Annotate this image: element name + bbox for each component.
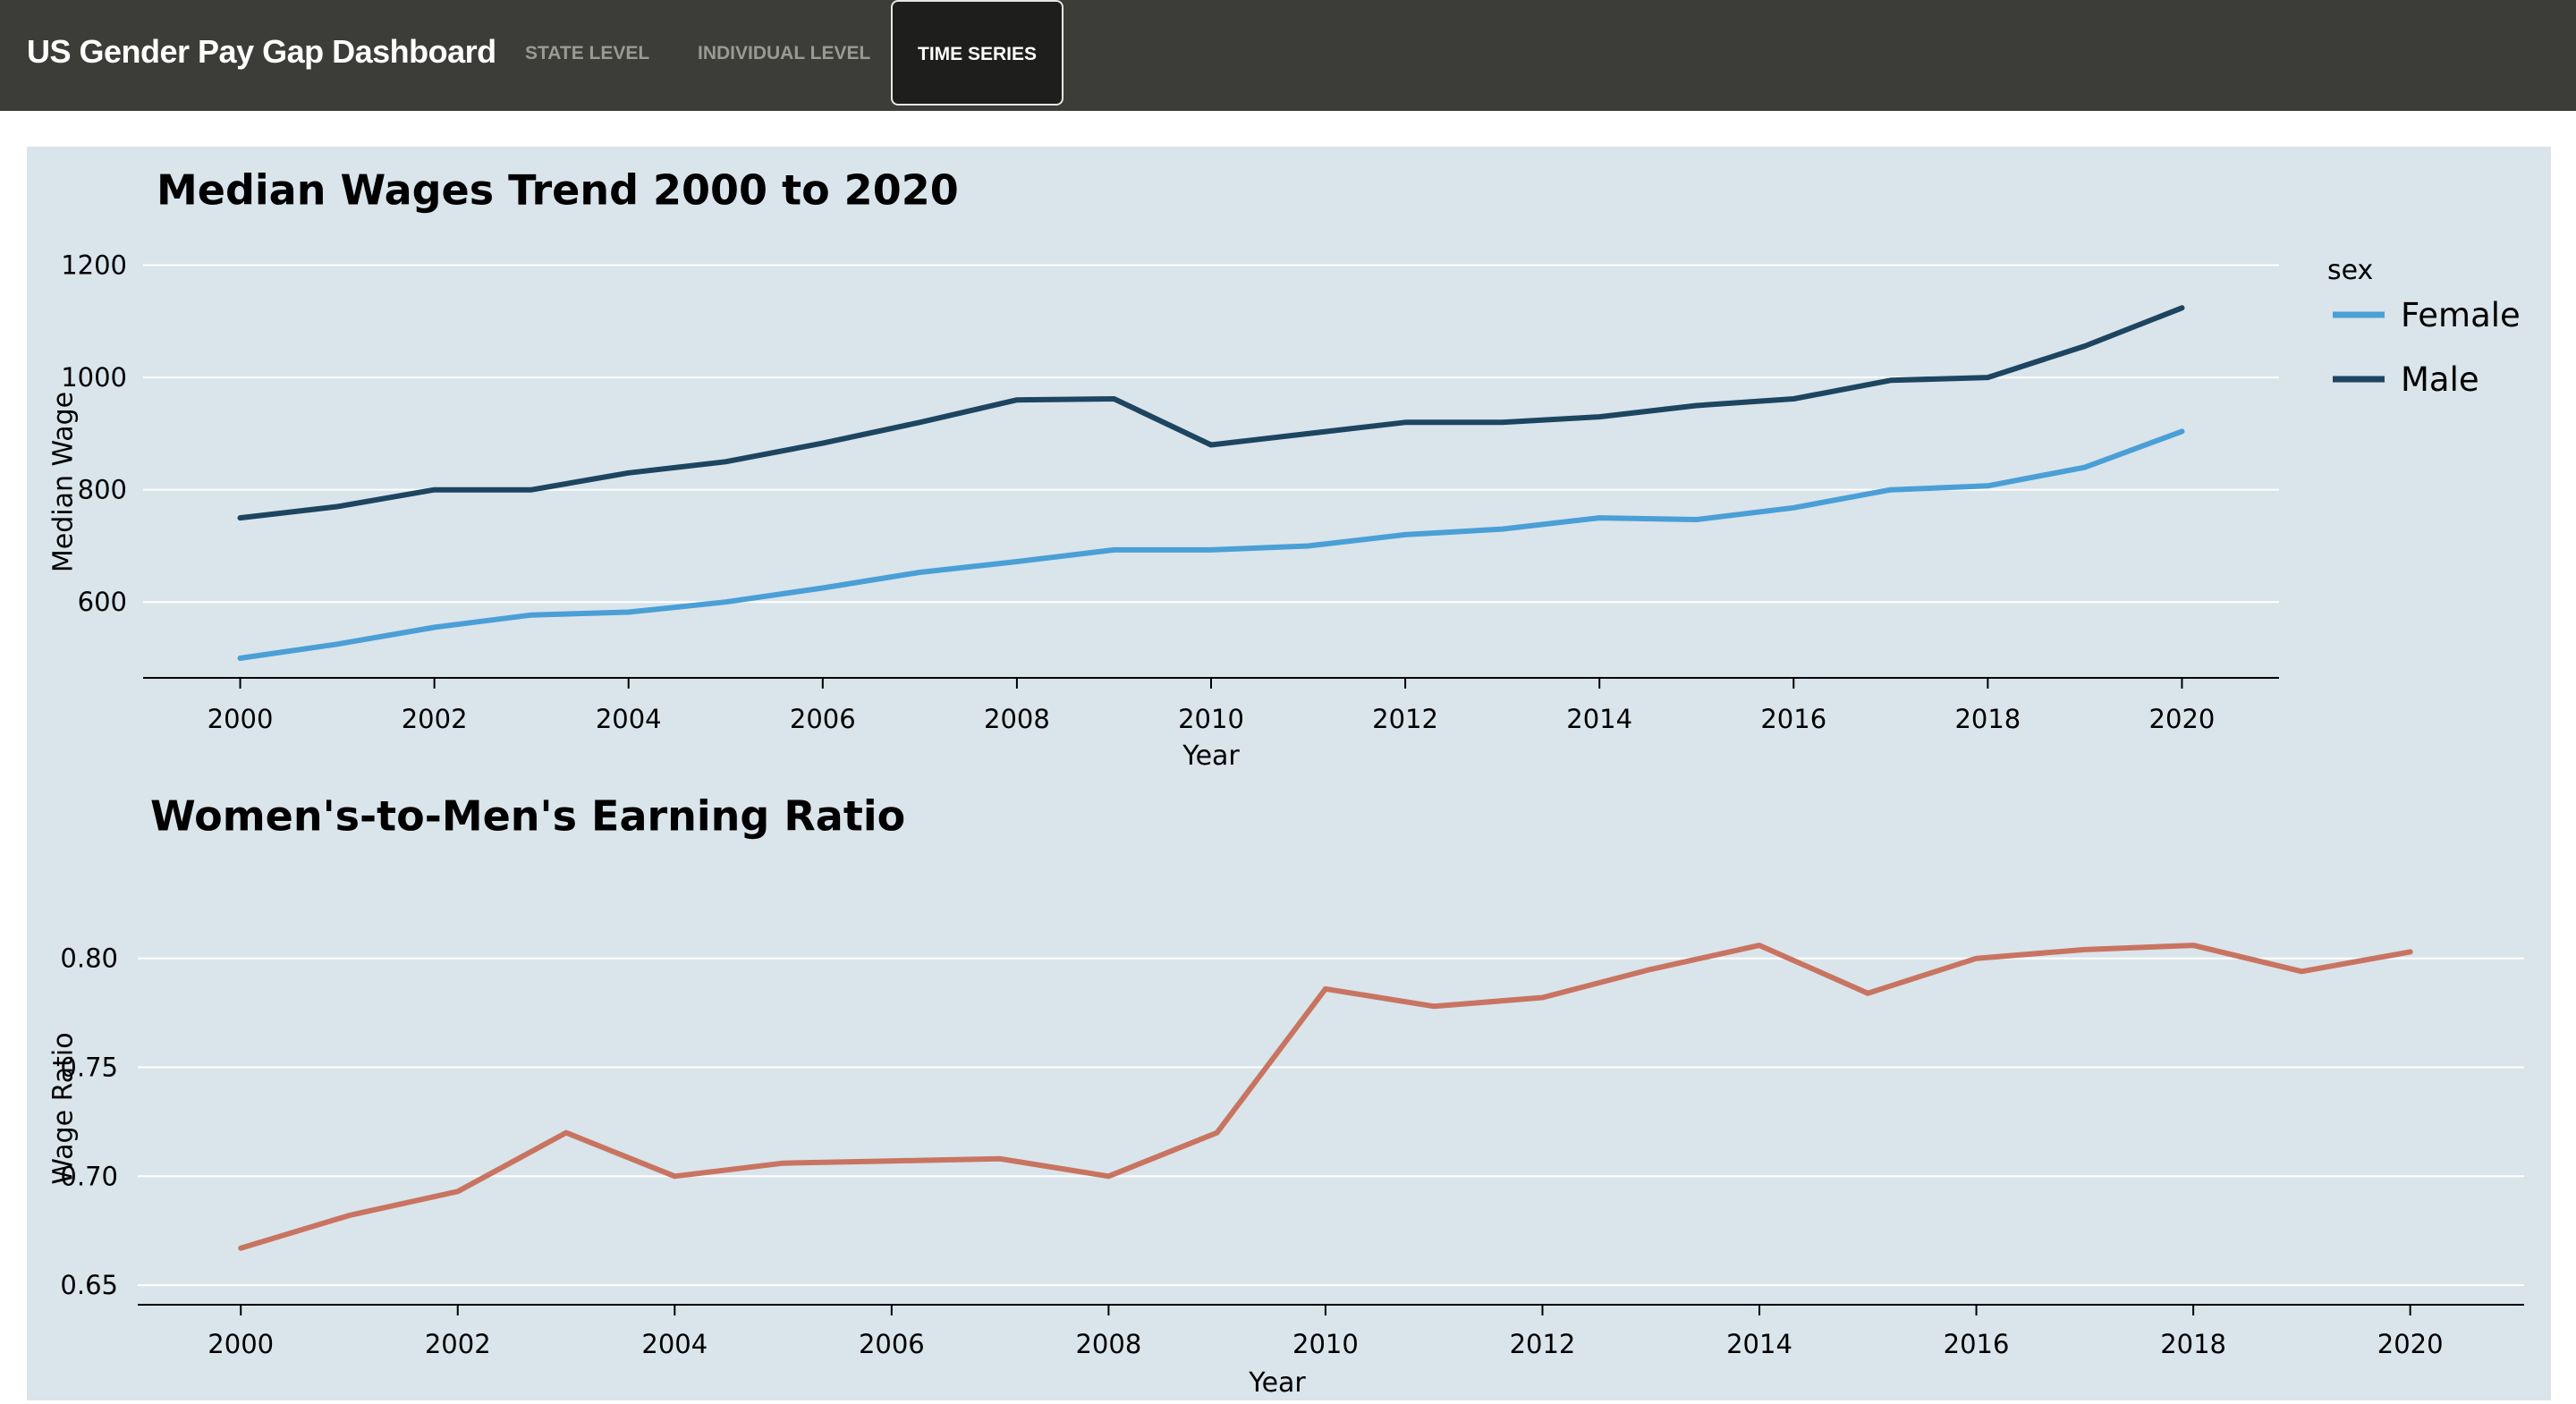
chart1-legend-title: sex xyxy=(2327,255,2373,286)
chart2-series-line-ratio xyxy=(238,943,2413,1251)
chart2-x-tick-label: 2016 xyxy=(1944,1329,2010,1359)
chart1-x-tick-label: 2006 xyxy=(790,704,856,734)
chart1-y-tick-label: 1000 xyxy=(61,362,127,393)
tab-time-series[interactable]: TIME SERIES xyxy=(891,0,1064,106)
chart2-x-tick-label: 2002 xyxy=(425,1329,491,1359)
chart2-y-axis-title: Wage Ratio xyxy=(48,1032,80,1184)
chart1-y-tick-label: 1200 xyxy=(61,250,127,281)
chart1-x-tick-label: 2004 xyxy=(596,704,662,734)
chart2-x-tick-label: 2006 xyxy=(859,1329,925,1359)
tab-state-level[interactable]: STATE LEVEL xyxy=(525,43,650,63)
chart1-x-tick-label: 2000 xyxy=(208,704,274,734)
chart2-x-tick-label: 2004 xyxy=(641,1329,708,1359)
chart2-x-tick-label: 2020 xyxy=(2377,1329,2444,1359)
chart1-x-tick-label: 2020 xyxy=(2149,704,2216,734)
chart1-series-line-male xyxy=(237,305,2185,521)
chart2-x-tick-label: 2010 xyxy=(1292,1329,1359,1359)
chart1-x-tick-label: 2014 xyxy=(1566,704,1632,734)
chart2-x-tick-label: 2014 xyxy=(1726,1329,1792,1359)
app-title[interactable]: US Gender Pay Gap Dashboard xyxy=(27,33,496,70)
chart1-x-tick-label: 2016 xyxy=(1760,704,1826,734)
chart2-title: Women's-to-Men's Earning Ratio xyxy=(150,792,905,841)
chart2-x-tick-label: 2008 xyxy=(1075,1329,1141,1359)
chart2-x-tick-label: 2000 xyxy=(208,1329,274,1359)
chart2-x-tick-label: 2012 xyxy=(1510,1329,1576,1359)
tab-individual-level[interactable]: INDIVIDUAL LEVEL xyxy=(698,43,871,63)
chart2-y-tick-label: 0.70 xyxy=(60,1161,118,1191)
chart1-x-axis-title: Year xyxy=(1182,740,1240,772)
chart1-y-axis-title: Median Wage xyxy=(48,392,80,572)
chart2-y-tick-label: 0.80 xyxy=(60,943,118,974)
chart1-x-tick-label: 2012 xyxy=(1372,704,1438,734)
chart2-y-tick-label: 0.65 xyxy=(60,1270,118,1300)
chart1-y-tick-label: 800 xyxy=(78,475,127,505)
chart1-series-line-female xyxy=(237,428,2185,661)
chart1-x-tick-label: 2018 xyxy=(1954,704,2021,734)
chart2-x-tick-label: 2018 xyxy=(2160,1329,2226,1359)
charts-panel: 600 800 1000 1200 2000 2002 2004 2006 2008 2010 20… xyxy=(27,147,2551,1400)
navbar: US Gender Pay Gap Dashboard STATE LEVEL … xyxy=(0,0,2576,111)
chart1-legend-label: Female xyxy=(2401,296,2521,334)
chart1-x-tick-label: 2002 xyxy=(402,704,468,734)
chart2-y-tick-label: 0.75 xyxy=(60,1052,118,1082)
charts-svg: 600 800 1000 1200 2000 2002 2004 2006 2008 2010 20… xyxy=(48,166,2524,1399)
chart1-legend-label: Male xyxy=(2401,360,2479,399)
chart1-x-tick-label: 2010 xyxy=(1178,704,1244,734)
chart2-x-axis-title: Year xyxy=(1248,1367,1306,1399)
chart1-title: Median Wages Trend 2000 to 2020 xyxy=(157,166,959,215)
chart1-y-tick-label: 600 xyxy=(78,587,127,617)
chart1-x-tick-label: 2008 xyxy=(984,704,1050,734)
